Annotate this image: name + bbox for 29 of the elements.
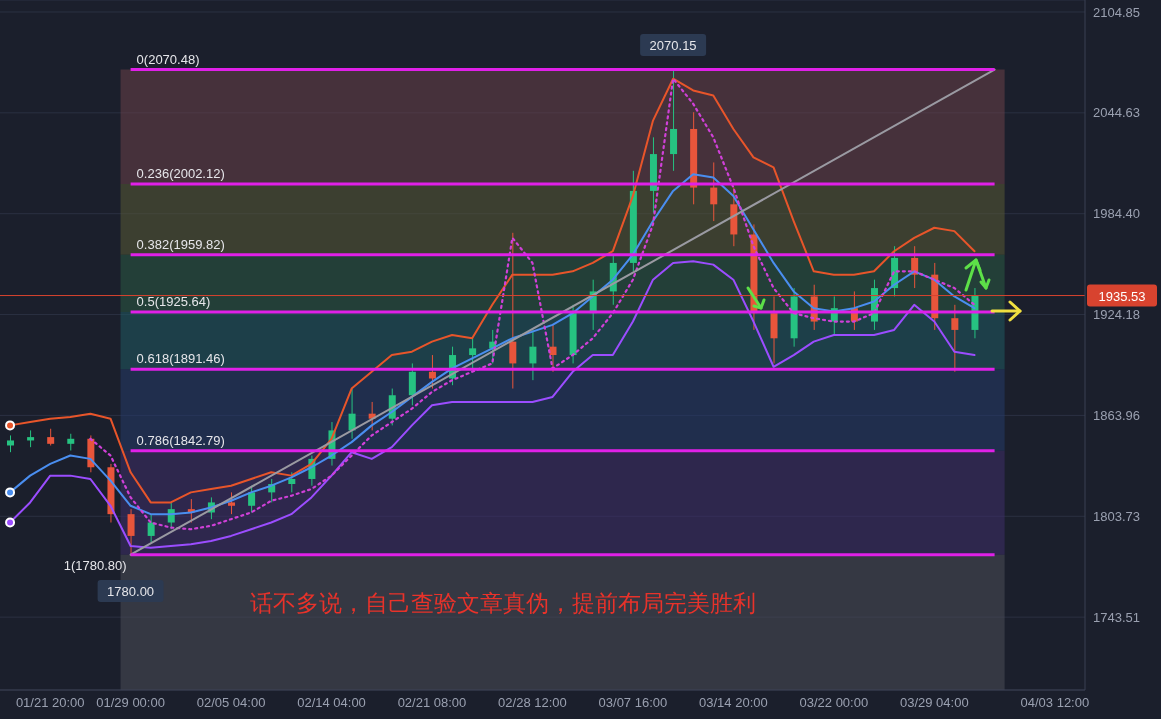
x-tick-label: 03/14 20:00 <box>699 695 768 711</box>
y-tick-label: 1863.96 <box>1093 408 1140 424</box>
x-tick-label: 03/29 04:00 <box>899 695 969 711</box>
x-tick-label: 03/22 00:00 <box>799 695 869 711</box>
x-tick-label: 02/05 04:00 <box>196 695 266 711</box>
ref-line-label: 0.382(1959.82) <box>136 236 225 252</box>
ref-line-label: 0.5(1925.64) <box>136 294 211 310</box>
y-tick-label: 1984.40 <box>1093 206 1140 222</box>
ref-line-label: 1(1780.80) <box>63 557 127 573</box>
ref-line-label: 1935.53 <box>1098 288 1146 304</box>
ref-line-label: 0.786(1842.79) <box>136 432 225 448</box>
x-tick-label: 03/07 16:00 <box>598 695 668 711</box>
x-tick-label: 04/03 12:00 <box>1020 695 1090 711</box>
y-tick-label: 2104.85 <box>1093 4 1140 20</box>
y-tick-label: 1924.18 <box>1093 307 1140 323</box>
x-tick-label: 02/14 04:00 <box>297 695 366 711</box>
y-tick-label: 1743.51 <box>1093 609 1140 625</box>
ref-line-label: 0.618(1891.46) <box>136 351 225 367</box>
x-tick-label: 01/21 20:00 <box>15 695 85 711</box>
annotation: 1780.00 <box>107 584 155 600</box>
y-tick-label: 1803.73 <box>1093 508 1140 524</box>
ref-line-label: 0.236(2002.12) <box>136 166 225 182</box>
ref-line-label: 0(2070.48) <box>136 51 200 67</box>
annotation: 话不多说，自己查验文章真伪，提前布局完美胜利 <box>250 589 756 618</box>
x-tick-label: 02/21 08:00 <box>397 695 467 711</box>
y-tick-label: 2044.63 <box>1093 105 1140 121</box>
annotation: 2070.15 <box>649 38 697 54</box>
x-tick-label: 02/28 12:00 <box>498 695 567 711</box>
x-tick-label: 01/29 00:00 <box>96 695 165 711</box>
